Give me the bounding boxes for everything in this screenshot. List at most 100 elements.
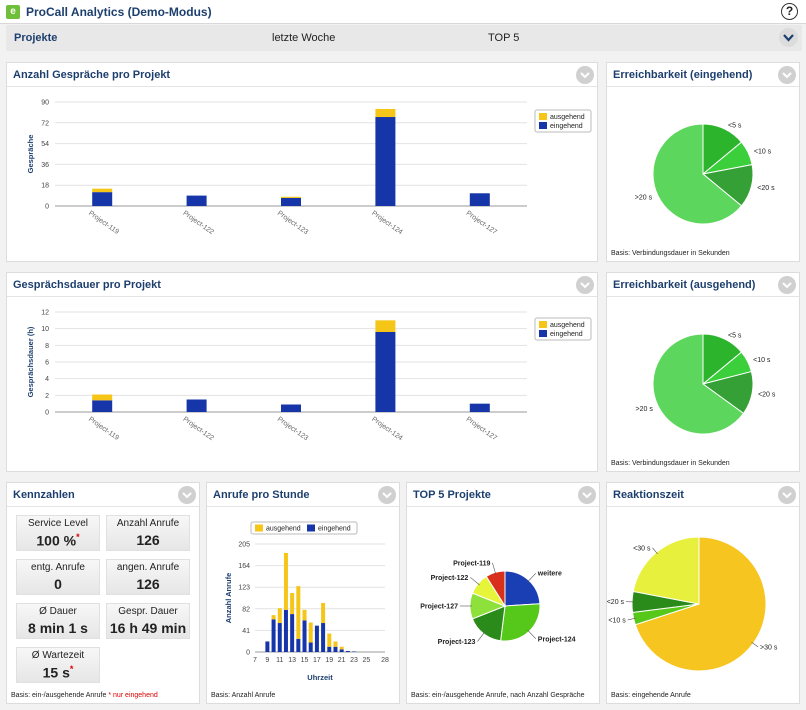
collapse-chevron-icon[interactable] xyxy=(778,276,796,294)
pie-label: <5 s xyxy=(728,333,742,340)
y-tick-label: 41 xyxy=(242,628,250,635)
x-tick-label: Project-122 xyxy=(181,210,214,236)
legend-swatch xyxy=(539,330,547,337)
pie-label: >30 s xyxy=(760,644,778,651)
panel-title: Reaktionszeit xyxy=(607,483,799,507)
bar xyxy=(339,646,344,650)
panel-title: TOP 5 Projekte xyxy=(407,483,599,507)
panel-title: Erreichbarkeit (eingehend) xyxy=(607,63,799,87)
legend-label: eingehend xyxy=(550,331,583,338)
y-tick-label: 205 xyxy=(238,542,250,549)
kpi-value: 126 xyxy=(136,532,160,548)
bar xyxy=(469,193,490,206)
calls-per-hour-chart: 0 41 82 123 164 205 7 9 11 13 15 17 19 21 23 25 28 Uhrzei… xyxy=(224,521,389,682)
collapse-chevron-icon[interactable] xyxy=(378,486,396,504)
x-tick-label: 15 xyxy=(301,657,309,664)
legend-swatch xyxy=(255,524,263,532)
y-tick-label: 2 xyxy=(45,393,49,400)
y-tick-label: 12 xyxy=(41,310,49,317)
bar xyxy=(92,192,113,206)
panel-title: Erreichbarkeit (ausgehend) xyxy=(607,273,799,297)
bar xyxy=(321,603,326,624)
bar xyxy=(333,641,338,647)
x-tick-label: Project-123 xyxy=(276,210,309,236)
app-logo-icon: e xyxy=(6,4,20,19)
panel-footnote: Basis: ein-/ausgehende Anrufe * nur eing… xyxy=(11,692,158,699)
pie-leader-line xyxy=(477,631,486,642)
y-tick-label: 72 xyxy=(41,120,49,127)
pie-slice xyxy=(652,333,745,435)
kpi-value: 100 %* xyxy=(17,532,99,549)
collapse-chevron-icon[interactable] xyxy=(576,276,594,294)
legend-swatch xyxy=(539,113,547,120)
kpi-label: Service Level xyxy=(27,518,89,529)
kpi-value: 16 h 49 min xyxy=(109,620,187,636)
x-tick-label: Project-119 xyxy=(87,210,120,236)
bar xyxy=(281,196,301,198)
pie-leader-line xyxy=(652,547,658,555)
bar xyxy=(296,638,301,652)
panel-footnote: Basis: ein-/ausgehende Anrufe, nach Anza… xyxy=(411,692,585,699)
legend-swatch xyxy=(539,122,547,129)
panel-title-text: Anrufe pro Stunde xyxy=(213,488,310,501)
pie-label: <10 s xyxy=(753,357,771,364)
bar xyxy=(352,651,357,652)
collapse-chevron-icon[interactable] xyxy=(576,66,594,84)
help-icon[interactable]: ? xyxy=(781,3,798,20)
filter-projects[interactable]: Projekte xyxy=(14,32,58,44)
y-tick-label: 36 xyxy=(41,162,49,169)
kpi-star: * xyxy=(76,532,80,542)
collapse-chevron-icon[interactable] xyxy=(778,66,796,84)
filter-bar: Projekte letzte Woche TOP 5 xyxy=(6,25,802,51)
y-tick-label: 90 xyxy=(41,100,49,107)
legend-swatch xyxy=(539,321,547,328)
y-axis-label: Gespräche xyxy=(26,135,35,174)
collapse-chevron-icon[interactable] xyxy=(778,486,796,504)
bar xyxy=(271,619,276,652)
bar xyxy=(186,195,207,206)
bar xyxy=(302,620,307,652)
x-tick-label: 17 xyxy=(313,657,321,664)
y-tick-label: 0 xyxy=(246,650,250,657)
bar xyxy=(375,117,396,206)
collapse-chevron-icon[interactable] xyxy=(178,486,196,504)
bar xyxy=(277,623,282,652)
x-tick-label: 23 xyxy=(350,657,358,664)
pie-label: Project-119 xyxy=(453,560,490,567)
top5-pie-chart: weitere Project-124 Project-123 Project-127… xyxy=(420,560,575,646)
filter-top[interactable]: TOP 5 xyxy=(488,32,520,44)
bar xyxy=(302,609,307,621)
panel-title: Anrufe pro Stunde xyxy=(207,483,399,507)
pie-leader-line xyxy=(527,629,537,640)
pie-label: >20 s xyxy=(635,194,653,201)
x-tick-label: Project-123 xyxy=(276,416,309,442)
kpi-anzahl-anrufe: Anzahl Anrufe 126 xyxy=(106,515,190,551)
filter-expand-chevron-icon[interactable] xyxy=(779,28,798,47)
panel-calls-per-hour: Anrufe pro Stunde 0 41 82 123 164 205 7 9 11 13 15… xyxy=(206,482,400,704)
x-tick-label: 28 xyxy=(381,657,389,664)
bar xyxy=(92,400,113,412)
pie-leader-line xyxy=(492,562,497,575)
pie-slice xyxy=(504,570,541,607)
y-tick-label: 123 xyxy=(238,585,250,592)
bar xyxy=(296,586,301,639)
legend-box xyxy=(534,317,592,341)
filter-period[interactable]: letzte Woche xyxy=(272,32,336,44)
bar xyxy=(281,197,301,206)
legend-label: ausgehend xyxy=(550,322,585,329)
pie-label: <5 s xyxy=(728,123,742,130)
collapse-chevron-icon[interactable] xyxy=(578,486,596,504)
kpi-label: entg. Anrufe xyxy=(31,562,85,573)
pie-leader-line xyxy=(751,641,759,648)
pie-label: Project-122 xyxy=(431,575,469,582)
x-tick-label: Project-124 xyxy=(370,210,403,236)
pie-label: <20 s xyxy=(758,392,776,399)
x-tick-label: Project-119 xyxy=(87,416,120,442)
panel-footnote: Basis: Verbindungsdauer in Sekunden xyxy=(611,460,730,467)
legend-label: ausgehend xyxy=(550,114,585,121)
bar xyxy=(375,320,396,332)
pie-slice xyxy=(500,603,541,642)
panel-calls-per-project: Anzahl Gespräche pro Projekt 0 18 36 54 72 90… xyxy=(6,62,598,262)
legend-swatch xyxy=(307,524,315,532)
bar xyxy=(314,625,319,652)
